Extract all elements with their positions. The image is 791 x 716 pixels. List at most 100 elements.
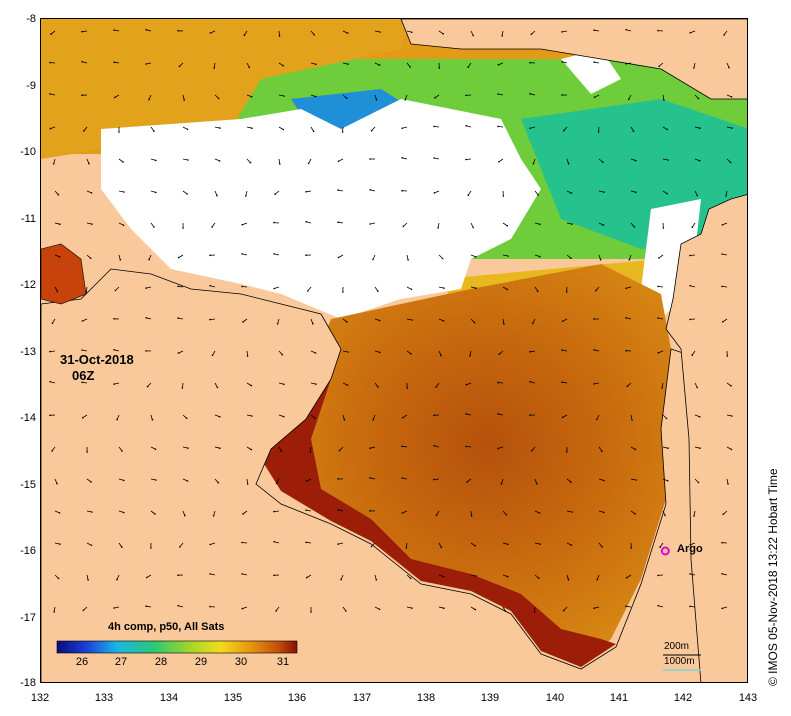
current-vector-head [443, 287, 445, 289]
colorbar-tick-label: 31 [276, 656, 290, 668]
current-vector-head [410, 288, 413, 291]
current-vector-head [251, 127, 253, 129]
current-vector-head [375, 99, 378, 101]
current-vector-head [219, 127, 221, 129]
current-vector-head [51, 322, 54, 325]
current-vector-arrow [54, 478, 58, 484]
current-vector-head [442, 320, 445, 322]
current-vector-head [442, 33, 445, 35]
current-vector-arrow [306, 190, 312, 193]
current-vector-head [89, 257, 92, 260]
current-vector-head [663, 99, 665, 101]
argo-marker[interactable] [660, 546, 670, 556]
current-vector-arrow [273, 510, 280, 512]
current-vector-head [82, 416, 84, 419]
current-vector-head [467, 66, 470, 68]
current-vector-arrow [210, 285, 216, 288]
y-tick-label: -9 [26, 80, 36, 92]
current-vector-head [657, 285, 659, 288]
current-vector-arrow [562, 349, 568, 352]
current-vector-head [213, 67, 215, 69]
current-vector-head [346, 97, 348, 99]
current-vector-head [601, 450, 603, 453]
current-vector-head [561, 94, 563, 96]
current-vector-arrow [404, 94, 408, 100]
colorbar-tick-label: 30 [234, 656, 248, 668]
current-vector-head [177, 256, 180, 259]
current-vector-head [145, 605, 147, 607]
current-vector-head [567, 162, 570, 165]
current-vector-arrow [598, 478, 604, 481]
current-vector-head [593, 318, 595, 320]
current-vector-arrow [242, 510, 248, 515]
current-vector-arrow [150, 510, 156, 515]
current-vector-arrow [310, 446, 312, 453]
current-vector-arrow [501, 30, 504, 36]
current-vector-arrow [438, 30, 444, 35]
current-vector-head [433, 478, 435, 481]
current-vector-arrow [342, 414, 345, 420]
current-vector-arrow [339, 446, 344, 451]
current-vector-head [90, 192, 93, 194]
current-vector-head [177, 30, 179, 32]
current-vector-arrow [722, 253, 728, 256]
current-vector-head [433, 192, 436, 194]
current-vector-arrow [340, 574, 344, 580]
current-vector-head [603, 191, 605, 193]
current-vector-arrow [627, 382, 632, 387]
current-vector-head [83, 130, 85, 132]
current-vector-head [114, 289, 117, 292]
current-vector-head [689, 284, 691, 287]
current-vector-head [121, 546, 123, 548]
current-vector-arrow [693, 62, 696, 68]
current-vector-arrow [694, 126, 700, 129]
current-vector-arrow [594, 61, 600, 64]
current-vector-arrow [661, 382, 664, 388]
current-vector-arrow [626, 29, 632, 32]
current-vector-head [539, 223, 541, 226]
current-vector-arrow [114, 349, 120, 352]
current-vector-head [245, 195, 247, 197]
current-vector-arrow [277, 318, 280, 324]
current-vector-head [593, 96, 596, 99]
current-vector-head [561, 349, 563, 351]
current-vector-head [273, 574, 275, 577]
current-vector-arrow [83, 606, 88, 611]
current-vector-arrow [530, 350, 536, 353]
current-vector-head [250, 448, 253, 451]
current-vector-arrow [658, 317, 664, 320]
current-vector-arrow [342, 350, 348, 353]
current-vector-arrow [534, 254, 540, 257]
current-vector-arrow [630, 446, 636, 450]
current-vector-head [187, 159, 189, 161]
current-vector-head [241, 223, 244, 226]
current-vector-head [561, 416, 564, 419]
current-vector-head [531, 322, 534, 325]
current-vector-head [401, 157, 403, 159]
current-vector-arrow [726, 126, 732, 129]
current-vector-arrow [435, 382, 440, 388]
current-vector-arrow [50, 93, 56, 96]
current-vector-head [699, 127, 701, 129]
current-vector-arrow [81, 381, 88, 384]
current-vector-arrow [178, 605, 184, 608]
current-vector-arrow [566, 510, 572, 513]
current-vector-head [465, 445, 467, 448]
current-vector-arrow [534, 478, 538, 484]
current-vector-head [472, 34, 475, 37]
current-vector-arrow [338, 158, 344, 162]
current-vector-arrow [630, 126, 634, 132]
gulf-warm-water [261, 264, 671, 664]
current-vector-arrow [150, 446, 156, 450]
current-vector-arrow [562, 61, 568, 64]
current-vector-arrow [246, 446, 252, 450]
current-vector-head [281, 353, 284, 356]
current-vector-head [217, 97, 220, 100]
current-vector-head [626, 385, 629, 388]
current-vector-head [506, 575, 509, 578]
current-vector-arrow [278, 158, 281, 164]
current-vector-head [379, 31, 381, 33]
current-vector-head [273, 221, 275, 224]
current-vector-arrow [374, 606, 380, 610]
current-vector-arrow [146, 574, 152, 578]
